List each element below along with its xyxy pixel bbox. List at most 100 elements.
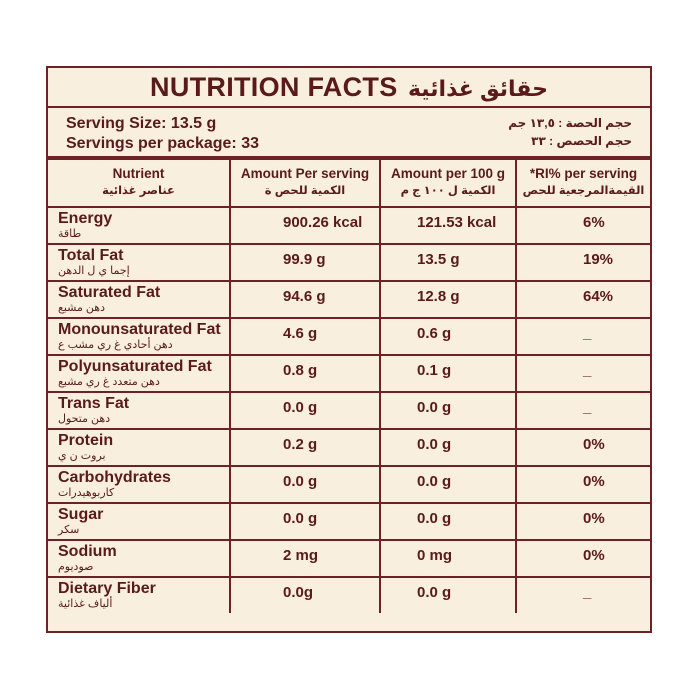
amount-per-100g: 0.0 g: [417, 584, 452, 601]
nutrient-name: Polyunsaturated Fat: [58, 358, 212, 375]
amount-per-serving-cell: 0.0 g: [229, 391, 381, 430]
amount-per-serving-cell: 0.0 g: [229, 502, 381, 541]
amount-per-100g-cell: 0.0 g: [379, 576, 517, 613]
header-label-arabic: عناصر غذائية: [102, 185, 175, 197]
nutrient-name: Monounsaturated Fat: [58, 321, 221, 338]
amount-per-100g: 0.6 g: [417, 325, 452, 342]
nutrient-cell: Dietary Fiber ألياف غذائية: [48, 576, 231, 613]
amount-per-100g: 0.0 g: [417, 436, 452, 453]
amount-per-serving: 0.0 g: [283, 510, 318, 527]
nutrition-facts-panel: NUTRITION FACTS حقائق غذائية Serving Siz…: [46, 66, 652, 633]
amount-per-100g: 13.5 g: [417, 251, 460, 268]
nutrient-name: Trans Fat: [58, 395, 130, 412]
nutrient-cell: Energy طاقة: [48, 206, 231, 245]
ri-percent-cell: _: [515, 391, 650, 430]
nutrient-name-arabic: طاقة: [58, 228, 82, 240]
nutrient-name: Energy: [58, 210, 113, 227]
nutrient-name-arabic: إجما ي ل الدهن: [58, 265, 130, 277]
nutrient-name-arabic: دهن أحادي غ ري مشب ع: [58, 339, 173, 351]
header-amount-per-100g: Amount per 100 g الكمية ل ١٠٠ ج م: [379, 158, 517, 208]
nutrient-name-arabic: دهن مشبع: [58, 302, 106, 314]
ri-percent-cell: _: [515, 354, 650, 393]
ri-percent: 19%: [583, 251, 614, 268]
nutrient-name-arabic: بروت ن ي: [58, 450, 106, 462]
ri-percent-cell: 0%: [515, 502, 650, 541]
nutrient-cell: Carbohydrates كاربوهيدرات: [48, 465, 231, 504]
nutrient-name: Carbohydrates: [58, 469, 171, 486]
table-row: Monounsaturated Fat دهن أحادي غ ري مشب ع 4…: [48, 317, 650, 356]
amount-per-serving-cell: 94.6 g: [229, 280, 381, 319]
amount-per-serving-cell: 0.2 g: [229, 428, 381, 467]
ri-percent: 0%: [583, 473, 605, 490]
ri-percent: 0%: [583, 547, 605, 564]
amount-per-serving-cell: 2 mg: [229, 539, 381, 578]
nutrient-name-arabic: دهن متحول: [58, 413, 111, 425]
title-bar: NUTRITION FACTS حقائق غذائية: [48, 68, 650, 108]
amount-per-100g: 0.0 g: [417, 510, 452, 527]
nutrient-name-arabic: دهن متعدد غ ري مشبع: [58, 376, 160, 388]
amount-per-serving-cell: 0.0 g: [229, 465, 381, 504]
title-english: NUTRITION FACTS: [150, 72, 398, 102]
ri-percent-cell: 6%: [515, 206, 650, 245]
header-label-arabic: القيمةالمرجعية للحص: [522, 185, 645, 197]
amount-per-100g-cell: 0.1 g: [379, 354, 517, 393]
header-amount-per-serving: Amount Per serving الكمية للحص ة: [229, 158, 381, 208]
nutrient-name-arabic: ألياف غذائية: [58, 598, 113, 610]
amount-per-100g-cell: 13.5 g: [379, 243, 517, 282]
nutrient-name-arabic: كاربوهيدرات: [58, 487, 115, 499]
amount-per-serving: 900.26 kcal: [283, 214, 363, 231]
amount-per-100g-cell: 0.0 g: [379, 391, 517, 430]
nutrient-cell: Total Fat إجما ي ل الدهن: [48, 243, 231, 282]
amount-per-100g-cell: 121.53 kcal: [379, 206, 517, 245]
amount-per-100g: 12.8 g: [417, 288, 460, 305]
table-row: Carbohydrates كاربوهيدرات 0.0 g 0.0 g 0%: [48, 465, 650, 504]
amount-per-100g-cell: 0 mg: [379, 539, 517, 578]
amount-per-serving-cell: 0.0g: [229, 576, 381, 613]
ri-percent-cell: _: [515, 576, 650, 613]
header-nutrient: Nutrient عناصر غذائية: [48, 158, 231, 208]
amount-per-100g: 121.53 kcal: [417, 214, 497, 231]
nutrient-cell: Sugar سكر: [48, 502, 231, 541]
nutrient-name-arabic: صوديوم: [58, 561, 94, 573]
serving-size: Serving Size: 13.5 g: [66, 115, 217, 132]
amount-per-100g: 0.1 g: [417, 362, 452, 379]
table-row: Trans Fat دهن متحول 0.0 g 0.0 g _: [48, 391, 650, 430]
table-row: Total Fat إجما ي ل الدهن 99.9 g 13.5 g 19%: [48, 243, 650, 282]
header-label: *RI% per serving: [529, 166, 638, 181]
ri-percent-cell: 0%: [515, 465, 650, 504]
servings-per-package: Servings per package: 33: [66, 135, 259, 152]
table-row: Protein بروت ن ي 0.2 g 0.0 g 0%: [48, 428, 650, 467]
table-row: Polyunsaturated Fat دهن متعدد غ ري مشبع 0.…: [48, 354, 650, 393]
nutrient-name: Dietary Fiber: [58, 580, 156, 597]
amount-per-serving: 0.8 g: [283, 362, 318, 379]
ri-percent: _: [583, 362, 592, 379]
amount-per-100g-cell: 0.6 g: [379, 317, 517, 356]
header-label: Amount per 100 g: [390, 166, 506, 181]
amount-per-serving: 0.0 g: [283, 473, 318, 490]
nutrient-name: Sodium: [58, 543, 117, 560]
table-row: Saturated Fat دهن مشبع 94.6 g 12.8 g 64%: [48, 280, 650, 319]
amount-per-serving: 4.6 g: [283, 325, 318, 342]
amount-per-100g: 0 mg: [417, 547, 453, 564]
table-row: Dietary Fiber ألياف غذائية 0.0g 0.0 g _: [48, 576, 650, 613]
ri-percent-cell: 19%: [515, 243, 650, 282]
header-label-arabic: الكمية للحص ة: [264, 185, 346, 197]
amount-per-serving-cell: 0.8 g: [229, 354, 381, 393]
header-label-arabic: الكمية ل ١٠٠ ج م: [400, 185, 496, 197]
ri-percent: _: [583, 325, 592, 342]
nutrient-cell: Sodium صوديوم: [48, 539, 231, 578]
amount-per-serving: 94.6 g: [283, 288, 326, 305]
ri-percent-cell: 0%: [515, 539, 650, 578]
nutrient-cell: Monounsaturated Fat دهن أحادي غ ري مشب ع: [48, 317, 231, 356]
nutrient-cell: Trans Fat دهن متحول: [48, 391, 231, 430]
amount-per-100g-cell: 0.0 g: [379, 502, 517, 541]
table-header-row: Nutrient عناصر غذائية Amount Per serving…: [48, 158, 650, 208]
amount-per-serving: 2 mg: [283, 547, 319, 564]
servings-per-package-arabic: حجم الحصص : ٣٣: [531, 134, 632, 148]
ri-percent-cell: _: [515, 317, 650, 356]
amount-per-100g-cell: 0.0 g: [379, 465, 517, 504]
ri-percent: 6%: [583, 214, 605, 231]
serving-info: Serving Size: 13.5 g Servings per packag…: [48, 108, 650, 158]
table-row: Sugar سكر 0.0 g 0.0 g 0%: [48, 502, 650, 541]
amount-per-100g-cell: 12.8 g: [379, 280, 517, 319]
